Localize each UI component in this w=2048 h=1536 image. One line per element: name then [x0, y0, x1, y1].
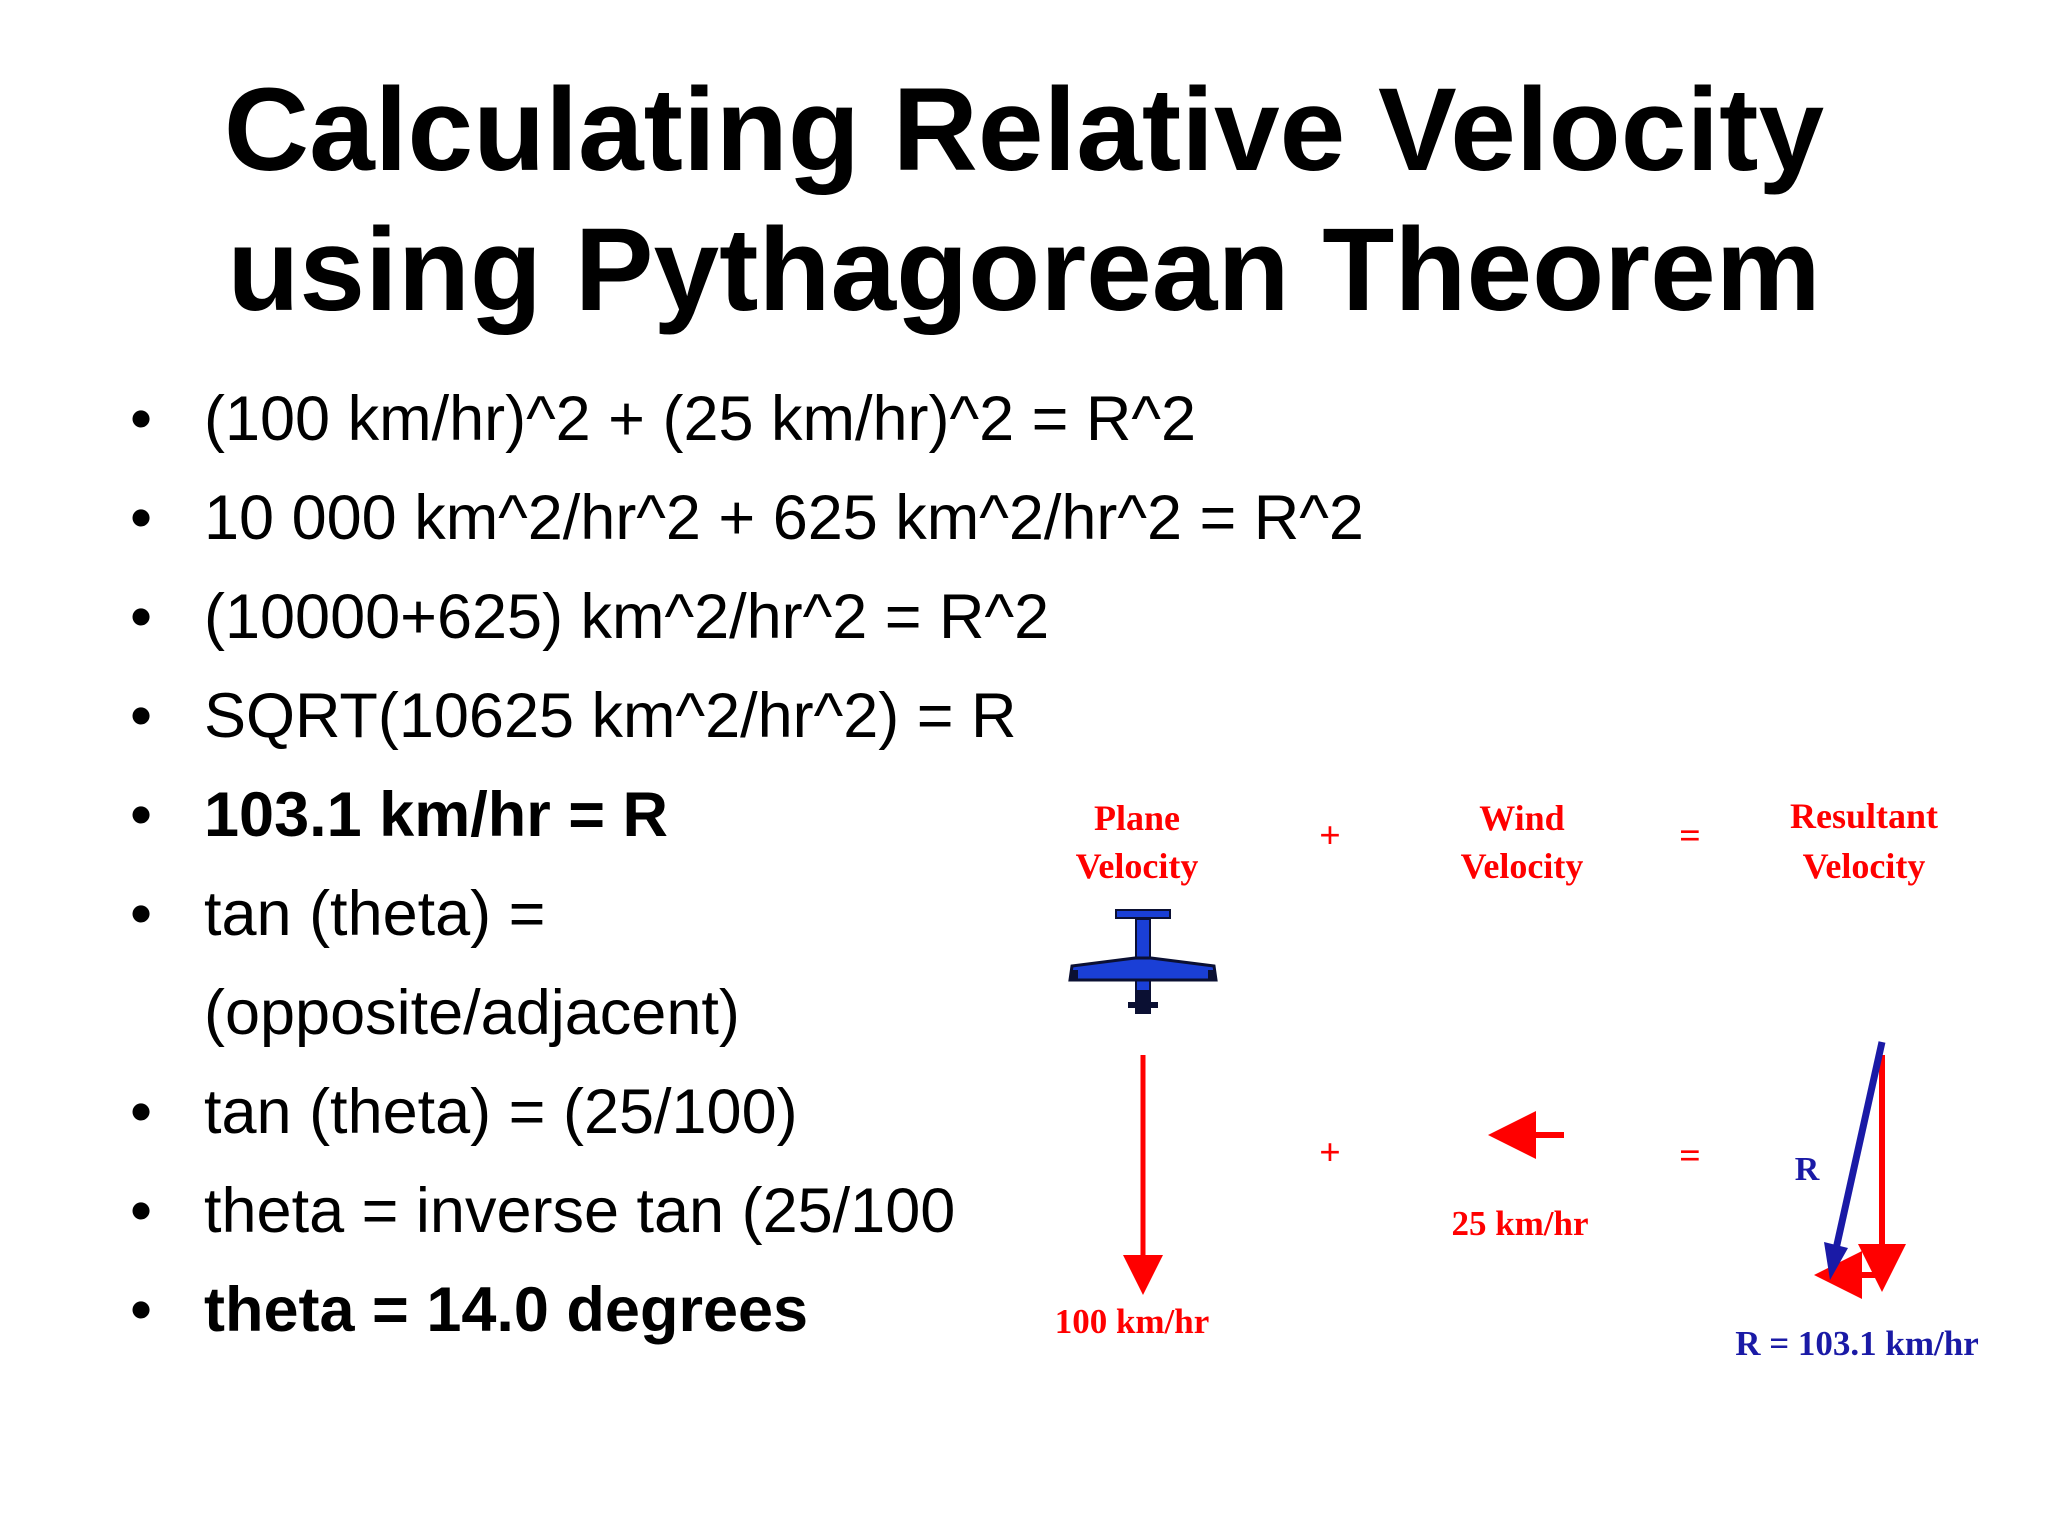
bullet-text: (10000+625) km^2/hr^2 = R^2	[204, 582, 1050, 652]
bullet-text: 103.1 km/hr = R	[204, 780, 669, 850]
wind-velocity-label: 25 km/hr	[1451, 1204, 1588, 1243]
bullet-item: • theta = inverse tan (25/100	[120, 1162, 1020, 1261]
plane-velocity-header-line1: Plane	[1094, 798, 1180, 838]
bullet-dot: •	[130, 780, 153, 850]
bullet-dot: •	[130, 681, 153, 751]
resultant-arrowhead	[1824, 1242, 1848, 1280]
bullet-item: • 10 000 km^2/hr^2 + 625 km^2/hr^2 = R^2	[120, 469, 1364, 568]
title-line-1: Calculating Relative Velocity	[223, 64, 1825, 196]
airplane-icon	[1068, 909, 1218, 1014]
bullet-text: theta = 14.0 degrees	[204, 1275, 809, 1345]
equals-sign-bottom: =	[1679, 1135, 1701, 1177]
bullet-dot: •	[130, 1077, 153, 1147]
resultant-symbol-label: R	[1795, 1151, 1820, 1188]
bullet-item: • (100 km/hr)^2 + (25 km/hr)^2 = R^2	[120, 370, 1196, 469]
bullet-item: • 103.1 km/hr = R	[120, 766, 1020, 865]
equals-sign-top: =	[1679, 815, 1701, 857]
wind-velocity-header-line1: Wind	[1479, 798, 1564, 838]
wind-velocity-header-line2: Velocity	[1461, 846, 1584, 886]
bullet-item: • SQRT(10625 km^2/hr^2) = R	[120, 667, 1020, 766]
slide-title: Calculating Relative Velocity using Pyth…	[0, 60, 2048, 340]
bullet-list: • (100 km/hr)^2 + (25 km/hr)^2 = R^2 • 10 0…	[120, 370, 1364, 1360]
bullet-text: SQRT(10625 km^2/hr^2) = R	[204, 681, 1017, 751]
bullet-dot: •	[130, 1275, 153, 1345]
bullet-item: •(opposite/adjacent)	[120, 964, 1020, 1063]
bullet-item: • tan (theta) =	[120, 865, 1020, 964]
bullet-text: 10 000 km^2/hr^2 + 625 km^2/hr^2 = R^2	[204, 483, 1364, 553]
bullet-item: • tan (theta) = (25/100)	[120, 1063, 1020, 1162]
bullet-item: • theta = 14.0 degrees	[120, 1261, 1020, 1360]
resultant-value-label: R = 103.1 km/hr	[1735, 1324, 1979, 1363]
bullet-item: • (10000+625) km^2/hr^2 = R^2	[120, 568, 1049, 667]
bullet-dot: •	[130, 582, 153, 652]
resultant-velocity-header-line2: Velocity	[1803, 846, 1926, 886]
bullet-dot: •	[130, 483, 153, 553]
resultant-velocity-arrow	[1830, 1041, 1886, 1259]
vector-diagram: Plane Velocity + Wind Velocity = Resulta…	[1012, 780, 2037, 1400]
plus-sign-top: +	[1319, 815, 1341, 857]
bullet-dot: •	[130, 1176, 153, 1246]
bullet-dot: •	[130, 384, 153, 454]
bullet-text: tan (theta) =	[204, 879, 546, 949]
plus-sign-bottom: +	[1319, 1132, 1341, 1174]
title-line-2: using Pythagorean Theorem	[227, 204, 1821, 336]
bullet-dot: •	[130, 879, 153, 949]
bullet-text: (opposite/adjacent)	[204, 978, 740, 1048]
resultant-velocity-header-line1: Resultant	[1790, 796, 1938, 836]
bullet-text: theta = inverse tan (25/100	[204, 1176, 956, 1246]
bullet-text: (100 km/hr)^2 + (25 km/hr)^2 = R^2	[204, 384, 1197, 454]
plane-velocity-label: 100 km/hr	[1055, 1302, 1210, 1341]
bullet-text: tan (theta) = (25/100)	[204, 1077, 798, 1147]
plane-velocity-header-line2: Velocity	[1076, 846, 1199, 886]
